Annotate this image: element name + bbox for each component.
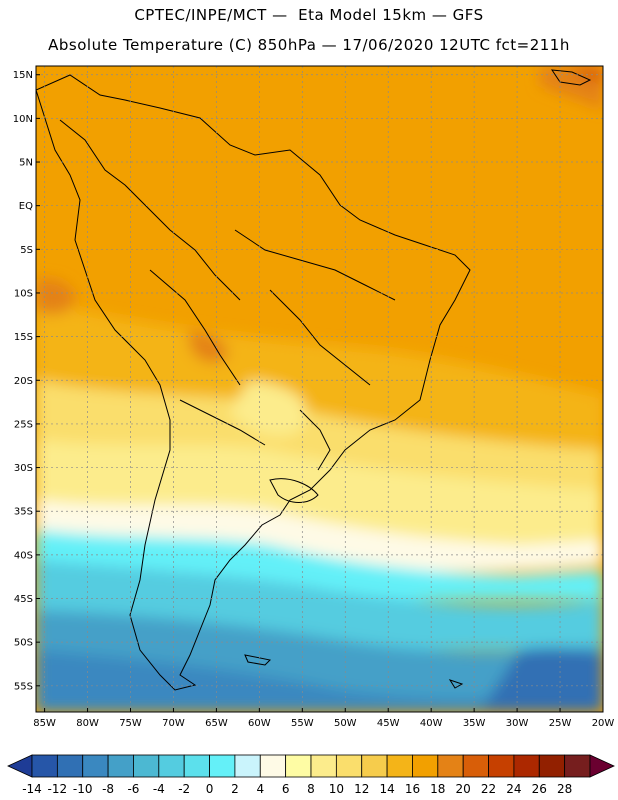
colorbar-label: -14: [22, 782, 42, 796]
colorbar-swatch: [361, 754, 388, 778]
lon-label: 50W: [334, 718, 357, 729]
colorbar-swatch: [513, 754, 540, 778]
colorbar-label: -10: [73, 782, 93, 796]
colorbar-label: 8: [307, 782, 315, 796]
colorbar-swatch: [564, 754, 591, 778]
lat-label: 45S: [14, 594, 33, 605]
colorbar-label: 28: [557, 782, 572, 796]
lat-label: EQ: [19, 201, 33, 212]
longitude-labels: 85W 80W 75W 70W 65W 60W 55W 50W 45W 40W 35W 30W 25W 2…: [33, 708, 614, 729]
lat-label: 50S: [14, 638, 33, 649]
colorbar-arrow-low: [7, 754, 33, 778]
latitude-labels: 15N 10N 5N EQ 5S 10S 15S 20S 25S 30S 35S 40S 45S 50S 5…: [13, 70, 40, 692]
colorbar-swatch: [209, 754, 236, 778]
colorbar-swatch: [31, 754, 58, 778]
colorbar-label: -12: [48, 782, 68, 796]
colorbar-label: 26: [532, 782, 547, 796]
map-title-line-1: CPTEC/INPE/MCT — Eta Model 15km — GFS: [134, 6, 484, 24]
colorbar-label: 2: [231, 782, 239, 796]
lon-label: 65W: [205, 718, 228, 729]
colorbar-swatch: [56, 754, 84, 778]
colorbar-swatch: [133, 754, 160, 778]
lat-label: 10S: [14, 288, 33, 299]
colorbar-swatch: [488, 754, 515, 778]
colorbar-swatch: [183, 754, 210, 778]
map-title-line-2: Absolute Temperature (C) 850hPa — 17/06/…: [48, 36, 570, 54]
colorbar-label: 22: [481, 782, 496, 796]
colorbar-swatch: [437, 754, 464, 778]
lon-label: 35W: [463, 718, 486, 729]
colorbar-labels: -14 -12 -10 -8 -6 -4 -2 0 2 4 6 8 10 12 14 16 18 20 22 24 26…: [22, 782, 572, 796]
colorbar-swatch: [82, 754, 109, 778]
lat-label: 40S: [14, 550, 33, 561]
colorbar-label: 12: [354, 782, 369, 796]
lat-label: 25S: [14, 419, 33, 430]
colorbar-label: -2: [178, 782, 190, 796]
colorbar-label: 16: [405, 782, 420, 796]
lat-label: 10N: [13, 114, 33, 125]
lat-label: 15S: [14, 332, 33, 343]
lon-label: 40W: [420, 718, 443, 729]
colorbar-label: 18: [430, 782, 445, 796]
colorbar-label: 24: [506, 782, 521, 796]
map-frame: [35, 65, 604, 713]
colorbar-label: 10: [329, 782, 344, 796]
colorbar-swatch: [412, 754, 439, 778]
colorbar-label: 4: [256, 782, 264, 796]
lon-label: 70W: [162, 718, 185, 729]
lat-label: 55S: [14, 681, 33, 692]
colorbar-swatch: [158, 754, 185, 778]
lon-label: 30W: [506, 718, 529, 729]
lon-label: 55W: [291, 718, 314, 729]
colorbar-label: 0: [206, 782, 214, 796]
colorbar-label: -4: [153, 782, 165, 796]
colorbar-swatch: [538, 754, 566, 778]
lon-label: 20W: [592, 718, 615, 729]
colorbar: [7, 754, 615, 778]
colorbar-swatch: [335, 754, 363, 778]
lon-label: 60W: [248, 718, 271, 729]
lon-label: 80W: [76, 718, 99, 729]
colorbar-arrow-high: [589, 754, 615, 778]
colorbar-label: 20: [456, 782, 471, 796]
lat-label: 5N: [19, 158, 33, 169]
lon-label: 85W: [33, 718, 56, 729]
colorbar-label: 6: [282, 782, 290, 796]
colorbar-swatch: [107, 754, 134, 778]
colorbar-label: -6: [127, 782, 139, 796]
lon-label: 75W: [119, 718, 142, 729]
lat-label: 5S: [20, 245, 33, 256]
lon-label: 45W: [377, 718, 400, 729]
colorbar-swatch: [234, 754, 261, 778]
coastlines: [36, 69, 592, 691]
colorbar-swatch: [259, 754, 287, 778]
lat-label: 30S: [14, 463, 33, 474]
colorbar-swatch: [462, 754, 489, 778]
colorbar-swatch: [386, 754, 413, 778]
temperature-field: [36, 66, 603, 712]
colorbar-label: -8: [102, 782, 114, 796]
colorbar-label: 14: [379, 782, 394, 796]
lon-label: 25W: [549, 718, 572, 729]
lat-label: 35S: [14, 507, 33, 518]
lat-label: 15N: [13, 70, 33, 81]
colorbar-swatch: [285, 754, 312, 778]
lat-label: 20S: [14, 376, 33, 387]
colorbar-swatch: [310, 754, 337, 778]
